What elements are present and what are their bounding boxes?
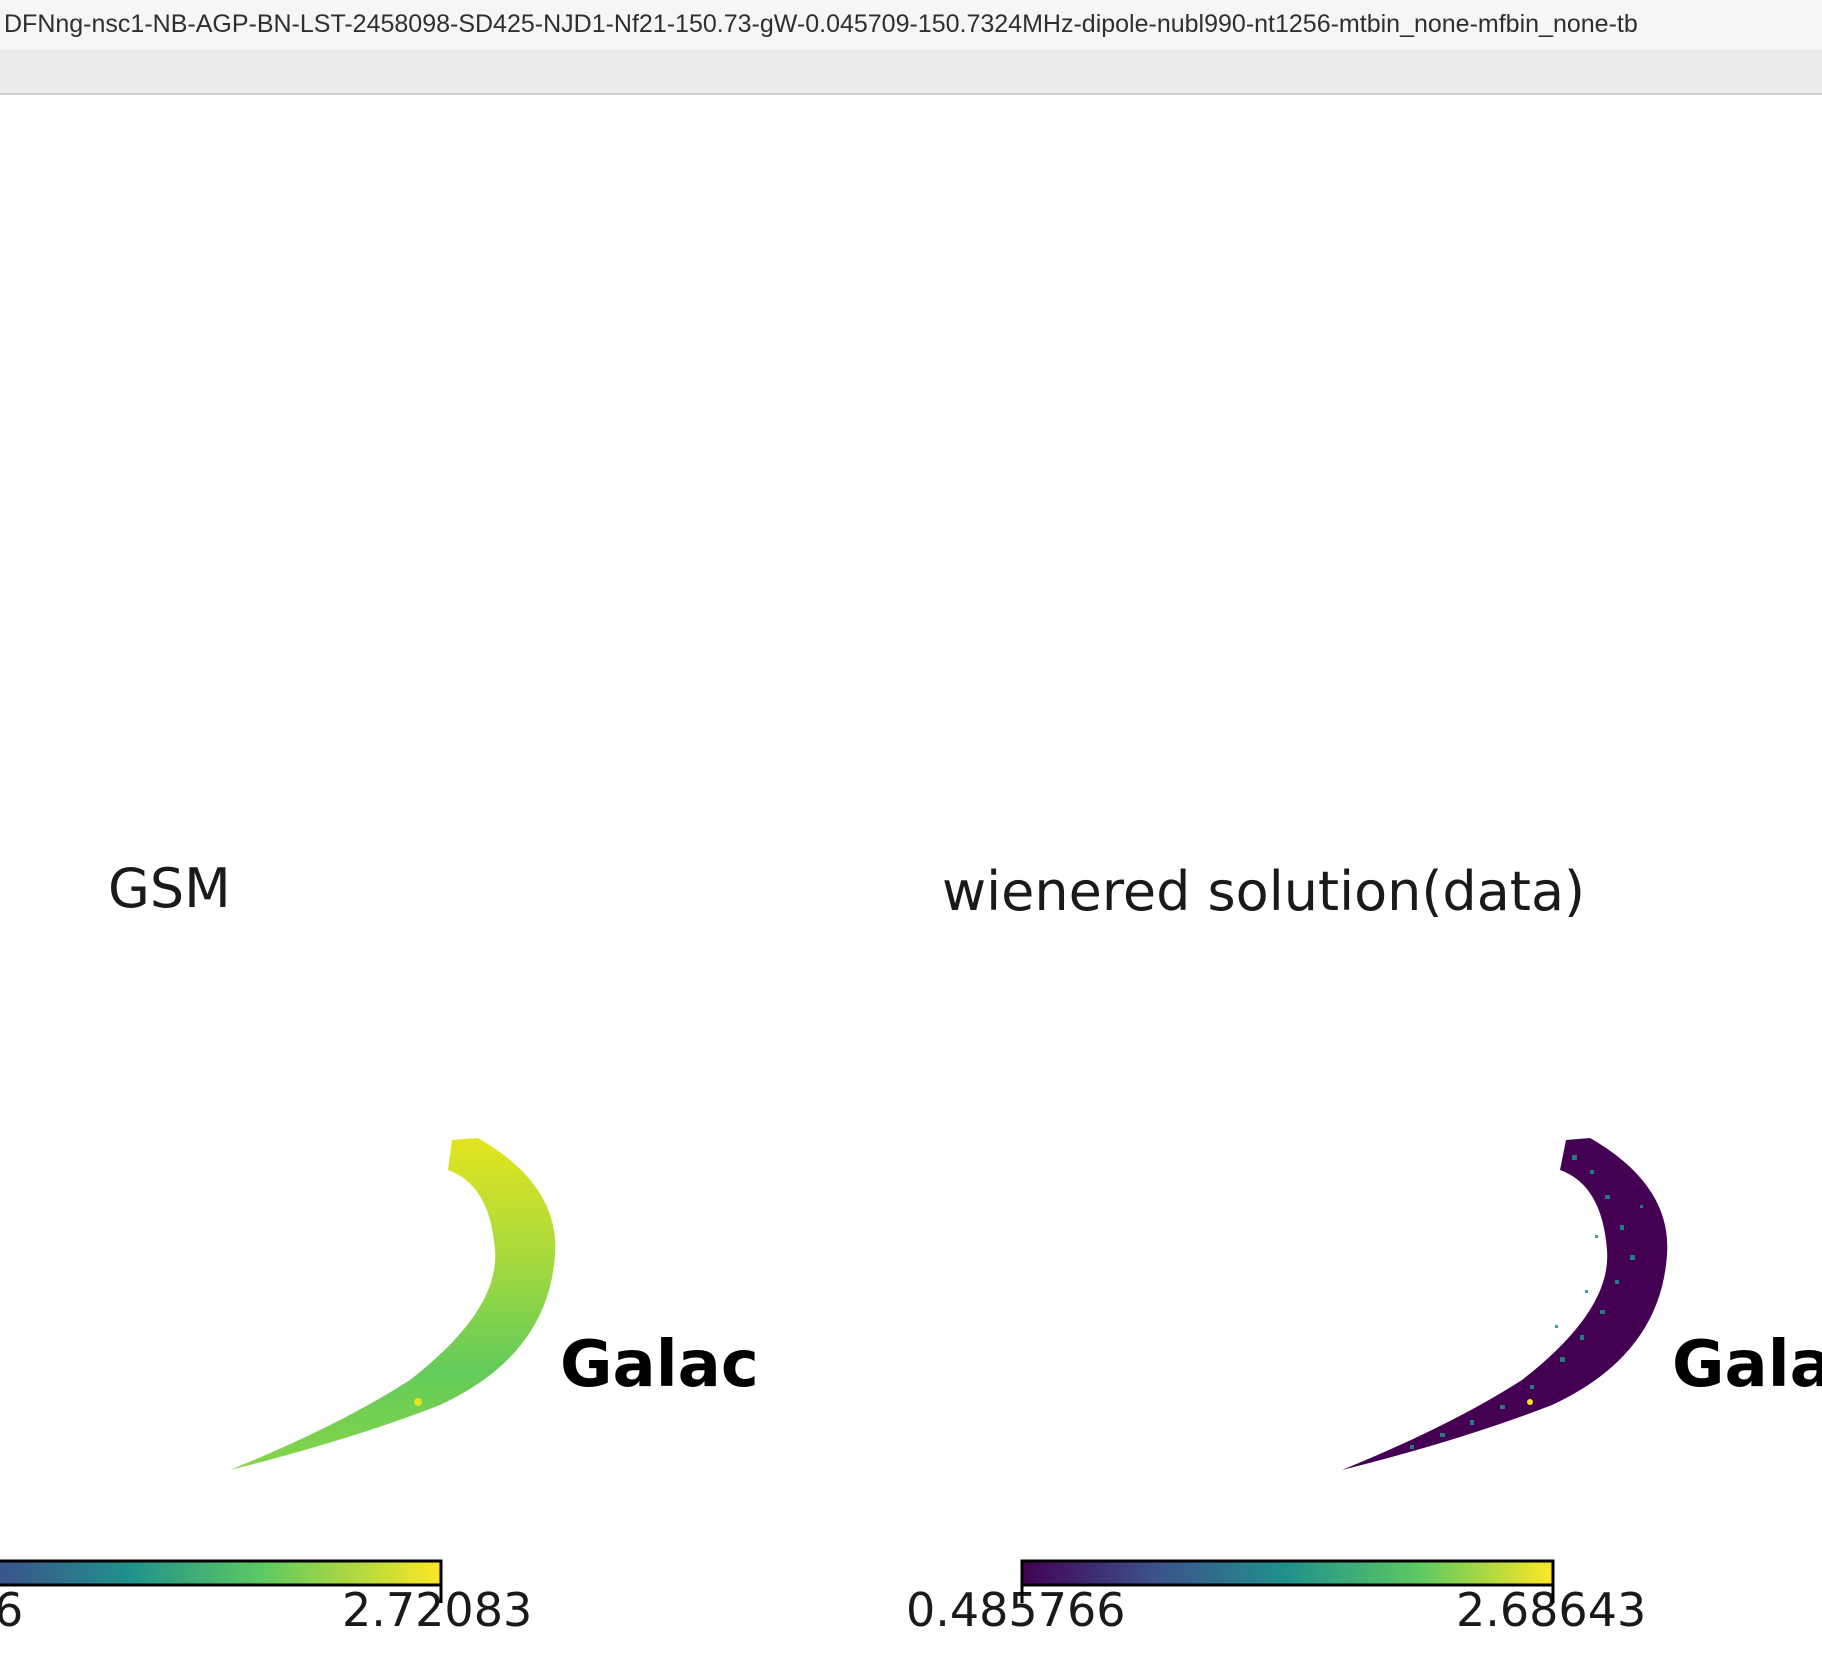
- gsm-sky-map: [230, 1138, 556, 1470]
- colorbar-max-label-left: 2.72083: [342, 1583, 533, 1637]
- wienered-hotspot: [1527, 1399, 1533, 1405]
- colorbar-min-label-left: 6: [0, 1583, 24, 1637]
- galactic-label-right: Gala: [1672, 1328, 1822, 1402]
- wienered-sky-map: [1342, 1138, 1668, 1470]
- colorbar-max-label-right: 2.68643: [1456, 1583, 1647, 1637]
- figure-area: GSM wienered solution(data) Galac Gala 6…: [0, 95, 1822, 1668]
- galactic-label-left: Galac: [560, 1328, 758, 1402]
- figure-graphics: [0, 1138, 1668, 1603]
- panel-title-wienered: wienered solution(data): [942, 860, 1586, 923]
- wienered-noise: [1410, 1155, 1643, 1449]
- colorbar-right: [1020, 1559, 1555, 1587]
- colorbar-min-label-right: 0.485766: [906, 1583, 1126, 1637]
- colorbar-left: [0, 1559, 443, 1587]
- window-toolbar: [0, 51, 1822, 95]
- panel-title-gsm: GSM: [108, 857, 231, 920]
- window-title: DFNng-nsc1-NB-AGP-BN-LST-2458098-SD425-N…: [4, 10, 1638, 38]
- window-titlebar: DFNng-nsc1-NB-AGP-BN-LST-2458098-SD425-N…: [0, 0, 1822, 51]
- gsm-hotspot: [414, 1398, 422, 1406]
